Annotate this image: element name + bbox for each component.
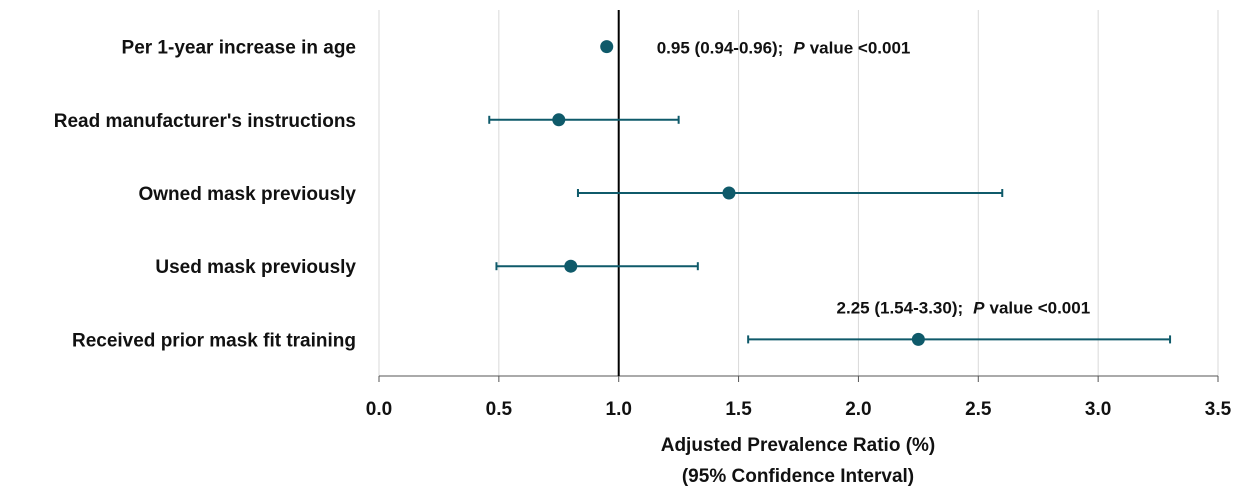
x-tick-label: 0.5 xyxy=(486,399,513,420)
y-tick-label: Received prior mask fit training xyxy=(72,330,356,351)
point xyxy=(722,186,736,200)
x-tick-label: 2.5 xyxy=(965,399,992,420)
x-axis-label: (95% Confidence Interval) xyxy=(682,466,914,487)
x-tick-label: 2.0 xyxy=(845,399,871,420)
point xyxy=(600,40,614,54)
annotation-p-value: value <0.001 xyxy=(990,299,1091,318)
y-tick-label: Owned mask previously xyxy=(138,184,356,205)
x-tick-label: 3.0 xyxy=(1085,399,1111,420)
annotation-estimate: 2.25 (1.54-3.30); xyxy=(837,299,964,318)
annotation-p: P xyxy=(793,39,805,58)
y-tick-label: Per 1-year increase in age xyxy=(122,38,356,59)
y-tick-label: Used mask previously xyxy=(155,257,356,278)
x-tick-label: 1.5 xyxy=(725,399,752,420)
x-tick-label: 1.0 xyxy=(606,399,632,420)
point xyxy=(564,259,578,273)
y-tick-label: Read manufacturer's instructions xyxy=(54,111,356,132)
annotation-p-value: value <0.001 xyxy=(810,39,911,58)
x-axis-label: Adjusted Prevalence Ratio (%) xyxy=(661,435,936,456)
annotation-p: P xyxy=(973,299,985,318)
annotation-estimate: 0.95 (0.94-0.96); xyxy=(657,39,784,58)
point xyxy=(911,332,925,346)
x-tick-label: 3.5 xyxy=(1205,399,1232,420)
x-tick-label: 0.0 xyxy=(366,399,392,420)
point xyxy=(552,113,566,127)
